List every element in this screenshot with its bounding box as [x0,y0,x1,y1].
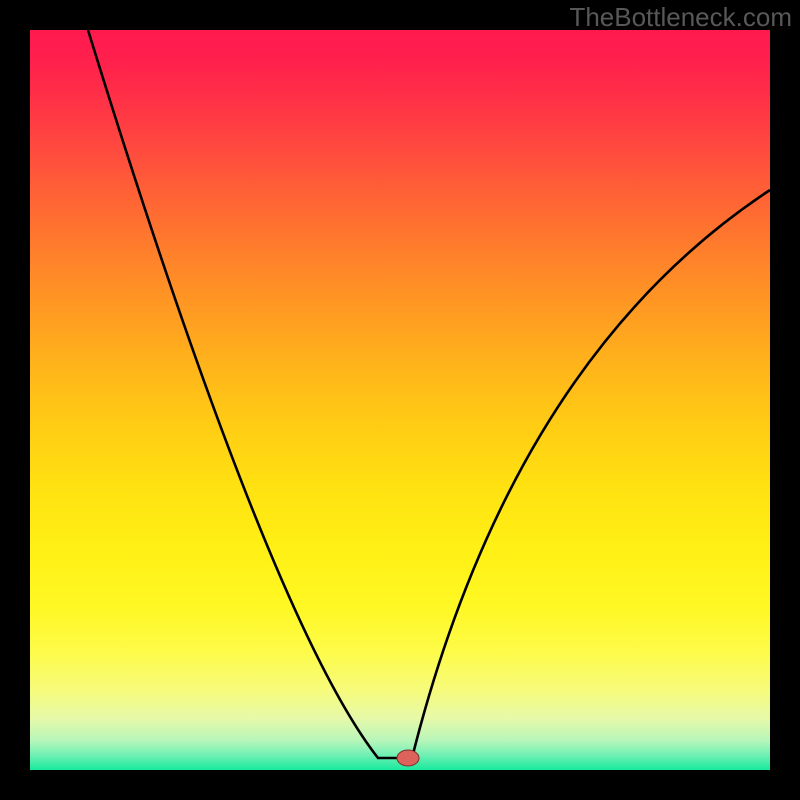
plot-area [30,30,770,770]
chart-svg [0,0,800,800]
watermark-text: TheBottleneck.com [569,2,792,33]
optimal-marker [397,750,419,766]
chart-canvas: TheBottleneck.com [0,0,800,800]
